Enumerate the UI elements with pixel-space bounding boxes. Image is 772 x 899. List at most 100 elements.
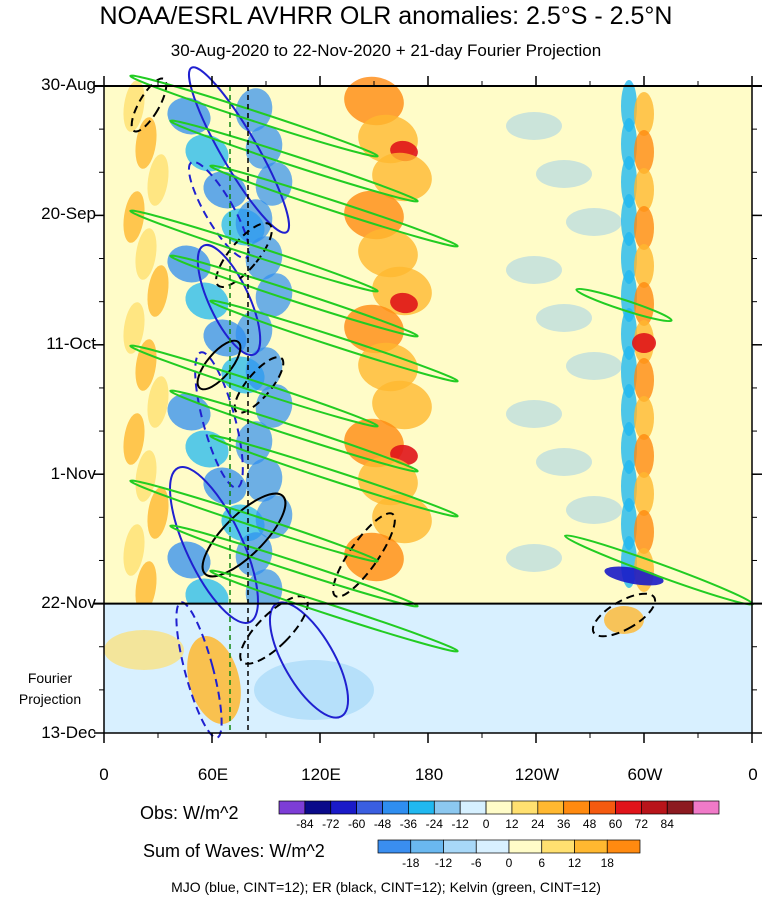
waves-colorbar-swatch <box>508 839 543 854</box>
y-tick-label: 30-Aug <box>41 75 96 94</box>
obs-colorbar-swatch <box>459 800 487 815</box>
anomaly-blob <box>245 458 283 502</box>
waves-colorbar-swatch <box>475 839 510 854</box>
waves-colorbar-tick-label: 0 <box>505 856 513 870</box>
anomaly-blob <box>621 194 637 246</box>
anomaly-blob <box>390 292 418 314</box>
obs-colorbar-swatch <box>641 800 668 815</box>
waves-colorbar-title: Sum of Waves: W/m^2 <box>143 841 325 861</box>
waves-colorbar-swatch <box>443 839 477 854</box>
wave-contour <box>169 389 419 473</box>
obs-colorbar-tick-label: -48 <box>373 817 392 831</box>
anomaly-blob <box>604 566 664 586</box>
x-tick-label: 180 <box>414 765 444 784</box>
anomaly-blob <box>634 434 654 478</box>
anomaly-blob <box>235 421 273 465</box>
anomaly-blob <box>104 630 184 670</box>
anomaly-field <box>104 76 752 733</box>
waves-colorbar-tick-label: 6 <box>538 856 546 870</box>
anomaly-blob <box>123 80 145 132</box>
wave-contour <box>209 434 459 518</box>
obs-colorbar-tick-label: 12 <box>505 817 519 831</box>
wave-contour <box>187 160 251 260</box>
obs-colorbar-swatch <box>330 800 357 815</box>
anomaly-blob <box>358 342 418 392</box>
anomaly-blob <box>621 232 637 284</box>
wave-contour <box>129 479 379 563</box>
anomaly-blob <box>634 168 654 212</box>
anomaly-blob <box>632 333 656 353</box>
y-tick-label: 11-Oct <box>46 334 96 353</box>
obs-colorbar-title: Obs: W/m^2 <box>140 803 239 823</box>
obs-colorbar-tick-label: 48 <box>582 817 597 831</box>
wave-contour <box>129 209 379 293</box>
obs-colorbar-tick-label: -24 <box>425 817 443 831</box>
wave-contour <box>239 595 309 665</box>
anomaly-blob <box>634 358 654 402</box>
anomaly-blob <box>358 228 418 278</box>
anomaly-blob <box>123 524 145 576</box>
anomaly-blob <box>185 134 229 172</box>
anomaly-blob <box>147 265 169 317</box>
chart-title: NOAA/ESRL AVHRR OLR anomalies: 2.5°S - 2… <box>99 2 673 30</box>
waves-colorbar-swatch <box>574 839 608 854</box>
wave-contour <box>209 299 459 383</box>
anomaly-blob <box>147 376 169 428</box>
anomaly-blob <box>621 270 637 322</box>
y-tick-label: 20-Sep <box>41 204 96 223</box>
wave-contour <box>332 512 396 598</box>
anomaly-blob <box>621 308 637 360</box>
obs-colorbar-tick-label: -12 <box>451 817 469 831</box>
anomaly-blob <box>123 302 145 354</box>
anomaly-blob <box>245 236 283 280</box>
anomaly-blob <box>506 112 562 140</box>
wave-contour <box>575 287 673 323</box>
anomaly-blob <box>254 660 374 720</box>
anomaly-blob <box>634 206 654 250</box>
anomaly-blob <box>566 352 622 380</box>
obs-colorbar-swatch <box>692 800 720 815</box>
wave-contour <box>209 164 459 248</box>
anomaly-blob <box>634 244 654 288</box>
anomaly-blob <box>344 418 404 468</box>
anomaly-blob <box>187 636 241 724</box>
x-tick-label: 60W <box>627 765 663 784</box>
wave-contour <box>175 601 223 739</box>
x-tick-label: 0 <box>99 765 109 784</box>
obs-colorbar-swatch <box>537 800 565 815</box>
chart-subtitle: 30-Aug-2020 to 22-Nov-2020 + 21-day Four… <box>170 41 602 60</box>
anomaly-blob <box>123 413 145 465</box>
obs-colorbar-tick-label: 0 <box>482 817 490 831</box>
projection-label-line: Projection <box>18 691 82 707</box>
anomaly-blob <box>566 496 622 524</box>
wave-contour <box>169 466 259 624</box>
waves-colorbar-swatch <box>410 839 444 854</box>
wave-contour <box>130 77 168 133</box>
anomaly-blob <box>536 304 592 332</box>
anomaly-blob <box>506 400 562 428</box>
anomaly-blob <box>634 472 654 516</box>
anomaly-blob <box>255 495 293 539</box>
obs-colorbar-swatch <box>589 800 616 815</box>
obs-colorbar-swatch <box>563 800 590 815</box>
anomaly-blob <box>536 448 592 476</box>
anomaly-blob <box>167 541 211 579</box>
obs-colorbar-tick-label: -72 <box>322 817 340 831</box>
anomaly-blob <box>621 422 637 474</box>
anomaly-blob <box>506 256 562 284</box>
anomaly-blob <box>235 310 273 354</box>
obs-colorbar-swatch <box>278 800 306 815</box>
anomaly-blob <box>634 92 654 136</box>
anomaly-blob <box>621 156 637 208</box>
wave-contour <box>129 344 379 428</box>
x-tick-label: 120W <box>514 765 560 784</box>
projection-label: Fourier Projection <box>6 668 94 710</box>
waves-colorbar-tick-label: 12 <box>567 856 582 870</box>
waves-colorbar-tick-label: -18 <box>402 856 420 870</box>
y-tick-label: 22-Nov <box>41 593 96 612</box>
obs-colorbar-swatch <box>408 800 435 815</box>
obs-colorbar-tick-label: 60 <box>608 817 623 831</box>
obs-colorbar-swatch <box>304 800 332 815</box>
obs-colorbar-swatch <box>356 800 383 815</box>
